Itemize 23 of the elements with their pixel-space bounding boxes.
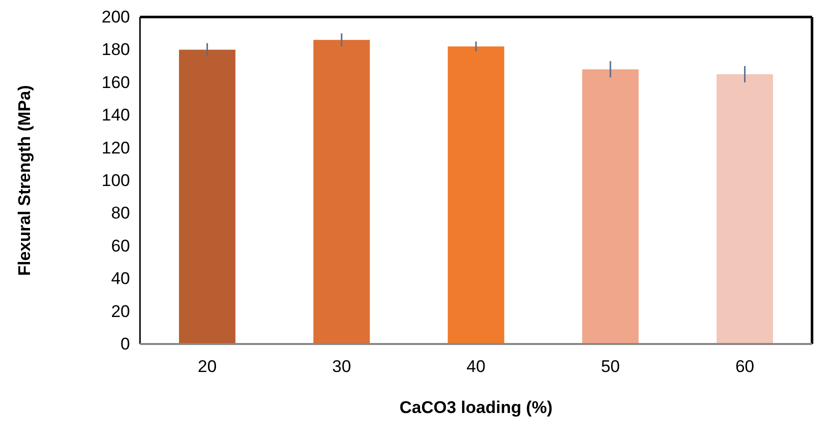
y-axis-title: Flexural Strength (MPa) [15, 85, 34, 276]
x-tick-label: 50 [600, 357, 620, 376]
y-tick-label: 120 [102, 138, 130, 158]
x-tick-label: 40 [466, 357, 486, 376]
y-tick-label: 160 [102, 72, 130, 92]
bar [716, 74, 774, 344]
bar [178, 50, 236, 344]
y-tick-label: 180 [102, 40, 130, 60]
x-tick-label: 30 [332, 357, 352, 376]
y-tick-label: 200 [102, 7, 130, 26]
y-tick-label: 20 [111, 302, 130, 321]
y-tick-label: 0 [120, 334, 130, 354]
x-tick-label: 60 [735, 357, 754, 376]
bar [313, 40, 370, 344]
y-tick-label: 40 [111, 269, 130, 288]
y-tick-label: 80 [111, 204, 130, 223]
bar [582, 69, 639, 344]
x-tick-label: 20 [198, 357, 217, 376]
bar [448, 46, 504, 344]
y-tick-label: 100 [102, 170, 130, 190]
y-tick-label: 140 [102, 106, 130, 125]
y-tick-label: 60 [111, 236, 130, 256]
x-axis-title: CaCO3 loading (%) [399, 398, 553, 417]
